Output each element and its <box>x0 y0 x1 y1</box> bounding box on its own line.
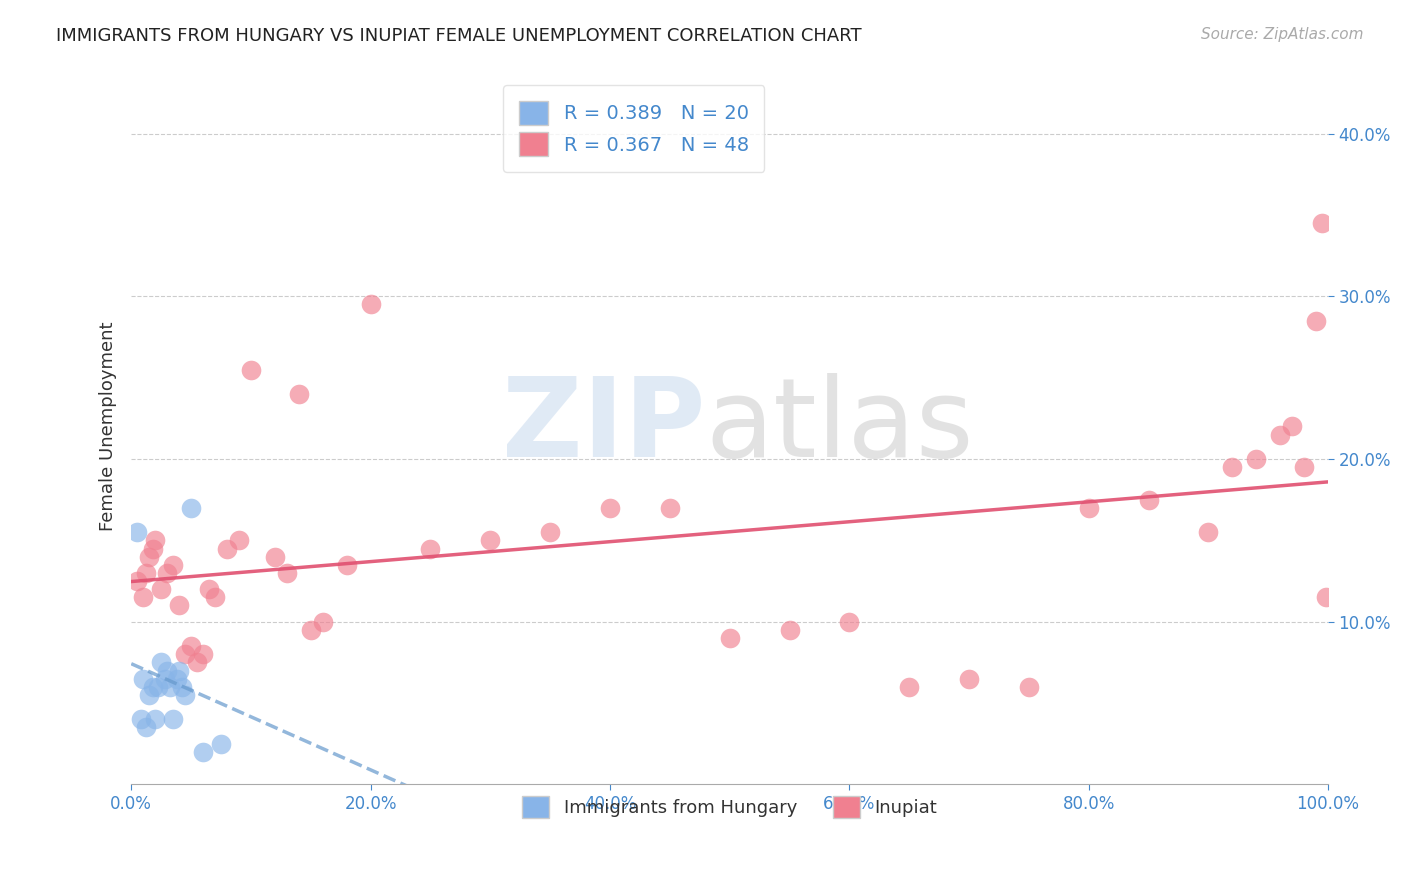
Point <box>360 297 382 311</box>
Point <box>1220 460 1243 475</box>
Point <box>263 549 285 564</box>
Point <box>228 533 250 548</box>
Point <box>1077 500 1099 515</box>
Point <box>132 672 155 686</box>
Point <box>150 582 173 597</box>
Point <box>1281 419 1303 434</box>
Point <box>135 721 157 735</box>
Point <box>166 672 188 686</box>
Y-axis label: Female Unemployment: Female Unemployment <box>100 322 117 532</box>
Point <box>276 566 298 580</box>
Point <box>1197 525 1219 540</box>
Point <box>1137 492 1160 507</box>
Point <box>1246 452 1268 467</box>
Point <box>167 664 190 678</box>
Point <box>1018 680 1040 694</box>
Text: ZIP: ZIP <box>502 373 706 480</box>
Point <box>204 591 226 605</box>
Legend: Immigrants from Hungary, Inupiat: Immigrants from Hungary, Inupiat <box>515 789 945 825</box>
Point <box>132 591 155 605</box>
Point <box>419 541 441 556</box>
Point <box>162 712 184 726</box>
Point <box>209 737 232 751</box>
Point <box>174 647 197 661</box>
Point <box>143 533 166 548</box>
Point <box>135 566 157 580</box>
Point <box>1305 314 1327 328</box>
Point <box>1294 460 1316 475</box>
Point <box>150 656 173 670</box>
Point <box>170 680 193 694</box>
Point <box>198 582 221 597</box>
Point <box>898 680 921 694</box>
Point <box>599 500 621 515</box>
Point <box>479 533 502 548</box>
Point <box>957 672 980 686</box>
Text: atlas: atlas <box>706 373 974 480</box>
Point <box>1270 427 1292 442</box>
Point <box>779 623 801 637</box>
Point <box>156 664 179 678</box>
Point <box>138 549 160 564</box>
Point <box>167 599 190 613</box>
Text: IMMIGRANTS FROM HUNGARY VS INUPIAT FEMALE UNEMPLOYMENT CORRELATION CHART: IMMIGRANTS FROM HUNGARY VS INUPIAT FEMAL… <box>56 27 862 45</box>
Point <box>658 500 681 515</box>
Point <box>159 680 181 694</box>
Point <box>180 639 202 653</box>
Point <box>143 712 166 726</box>
Point <box>186 656 208 670</box>
Point <box>156 566 179 580</box>
Point <box>538 525 561 540</box>
Point <box>1310 216 1333 230</box>
Point <box>138 688 160 702</box>
Point <box>299 623 322 637</box>
Point <box>288 387 311 401</box>
Point <box>191 745 214 759</box>
Point <box>153 672 176 686</box>
Point <box>336 558 359 572</box>
Point <box>215 541 238 556</box>
Point <box>1315 591 1337 605</box>
Point <box>191 647 214 661</box>
Point <box>146 680 169 694</box>
Point <box>312 615 335 629</box>
Point <box>127 574 149 588</box>
Text: Source: ZipAtlas.com: Source: ZipAtlas.com <box>1201 27 1364 42</box>
Point <box>142 680 165 694</box>
Point <box>174 688 197 702</box>
Point <box>239 362 262 376</box>
Point <box>718 631 741 645</box>
Point <box>142 541 165 556</box>
Point <box>162 558 184 572</box>
Point <box>838 615 860 629</box>
Point <box>129 712 152 726</box>
Point <box>180 500 202 515</box>
Point <box>127 525 149 540</box>
